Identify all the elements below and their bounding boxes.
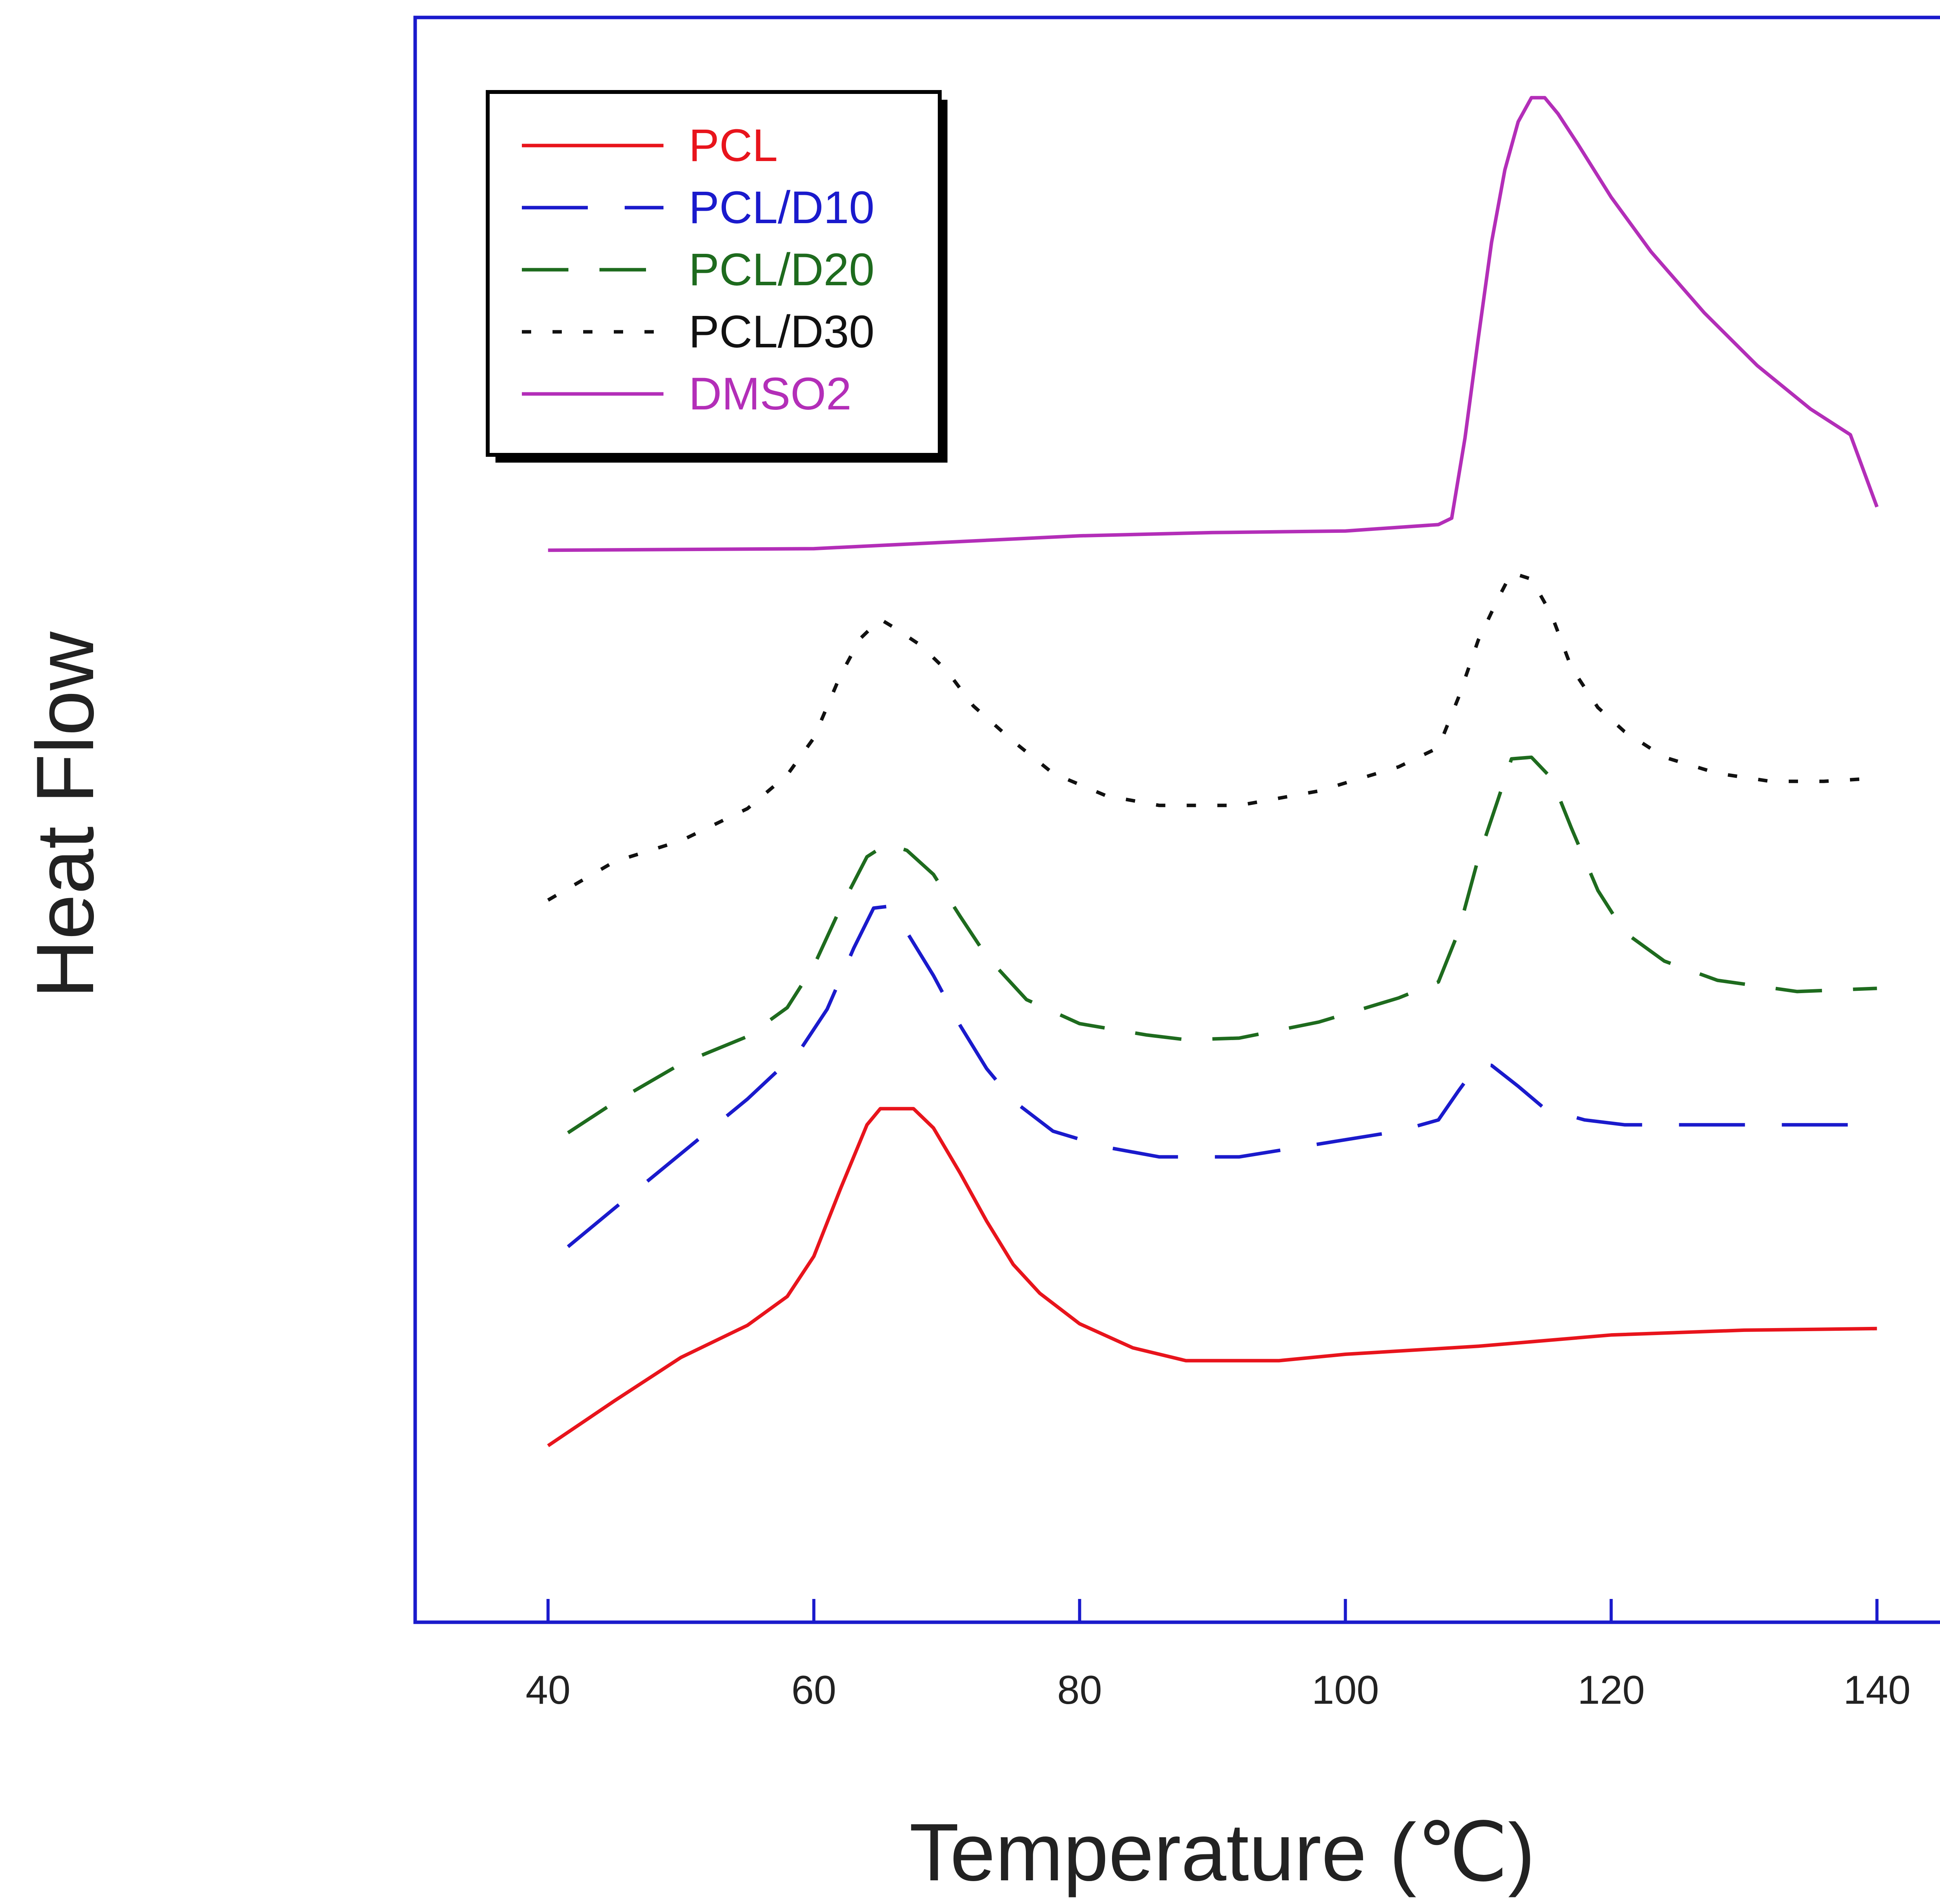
- legend-label-pcl-d10: PCL/D10: [689, 182, 875, 233]
- legend-label-dmso2: DMSO2: [689, 368, 852, 420]
- x-tick-label-140: 140: [1843, 1668, 1911, 1713]
- x-tick-label-80: 80: [1057, 1668, 1102, 1713]
- series-line-dmso2: [548, 96, 1879, 552]
- x-tick-label-100: 100: [1312, 1668, 1379, 1713]
- x-tick-label-60: 60: [792, 1668, 837, 1713]
- legend: PCL PCL/D10 PCL/D20 PCL/D30 DMSO2: [486, 90, 947, 463]
- legend-label-pcl: PCL: [689, 120, 778, 171]
- y-axis-title: Heat Flow: [19, 631, 111, 999]
- legend-label-pcl-d30: PCL/D30: [689, 306, 875, 357]
- plot-frame: [413, 16, 1940, 1624]
- ticks-layer: 40 60 80 100 120 140: [526, 1599, 1911, 1713]
- series-line-pcl-d20: [567, 755, 1877, 1134]
- x-tick-label-40: 40: [526, 1668, 571, 1713]
- series-line-pcl: [547, 1107, 1877, 1447]
- x-tick-label-120: 120: [1578, 1668, 1645, 1713]
- series-line-pcl-d10: [567, 905, 1877, 1248]
- legend-items: PCL PCL/D10 PCL/D20 PCL/D30 DMSO2: [522, 120, 875, 420]
- legend-box: [486, 90, 942, 457]
- x-axis-title: Temperature (℃): [909, 1807, 1535, 1898]
- legend-label-pcl-d20: PCL/D20: [689, 244, 875, 295]
- series-layer: [547, 96, 1879, 1447]
